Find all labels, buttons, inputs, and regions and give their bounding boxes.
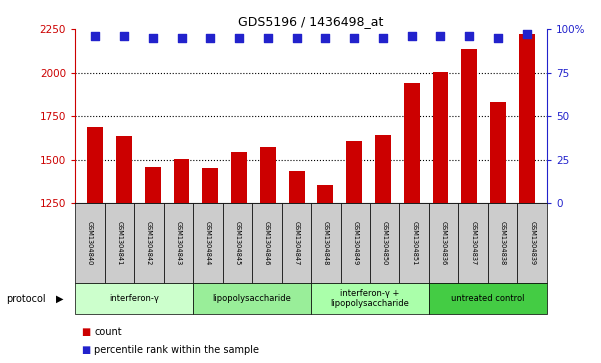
Point [119,33,129,39]
Bar [87,127,103,203]
Bar [462,49,477,203]
Text: GSM1304837: GSM1304837 [470,221,476,265]
Bar [203,168,218,203]
Text: GSM1304845: GSM1304845 [234,221,240,265]
Text: GSM1304850: GSM1304850 [382,221,388,265]
Text: GSM1304838: GSM1304838 [499,221,505,265]
Bar [145,167,160,203]
Text: GSM1304851: GSM1304851 [411,221,417,265]
Text: GSM1304848: GSM1304848 [323,221,329,265]
Text: ■: ■ [81,345,90,355]
Bar [288,171,305,203]
Text: lipopolysaccharide: lipopolysaccharide [213,294,291,303]
Point [522,31,531,37]
Text: GSM1304843: GSM1304843 [175,221,182,265]
Bar [375,135,391,203]
Text: interferon-γ: interferon-γ [109,294,159,303]
Text: untreated control: untreated control [451,294,525,303]
Point [493,35,503,41]
Bar [260,147,276,203]
Point [206,35,215,41]
Text: GSM1304841: GSM1304841 [117,221,123,265]
Text: count: count [94,327,122,337]
Text: GSM1304836: GSM1304836 [441,221,447,265]
Text: GSM1304842: GSM1304842 [146,221,152,265]
Point [292,35,302,41]
Text: GSM1304839: GSM1304839 [529,221,535,265]
Text: percentile rank within the sample: percentile rank within the sample [94,345,260,355]
Point [349,35,359,41]
Bar [346,140,362,203]
Point [234,35,244,41]
Point [320,35,330,41]
Point [378,35,388,41]
Text: GSM1304840: GSM1304840 [87,221,93,265]
Text: GSM1304847: GSM1304847 [293,221,299,265]
Point [407,33,416,39]
Bar [490,102,506,203]
Point [91,33,100,39]
Bar [519,34,535,203]
Text: ■: ■ [81,327,90,337]
Text: interferon-γ +
lipopolysaccharide: interferon-γ + lipopolysaccharide [331,289,409,308]
Bar [231,152,247,203]
Text: GSM1304846: GSM1304846 [264,221,270,265]
Point [436,33,445,39]
Point [465,33,474,39]
Text: GSM1304849: GSM1304849 [352,221,358,265]
Bar [174,159,189,203]
Bar [317,185,334,203]
Point [148,35,157,41]
Title: GDS5196 / 1436498_at: GDS5196 / 1436498_at [239,15,383,28]
Bar [433,72,448,203]
Text: ▶: ▶ [56,294,64,303]
Bar [404,83,419,203]
Bar [116,136,132,203]
Text: protocol: protocol [6,294,46,303]
Point [263,35,273,41]
Point [177,35,186,41]
Text: GSM1304844: GSM1304844 [205,221,211,265]
